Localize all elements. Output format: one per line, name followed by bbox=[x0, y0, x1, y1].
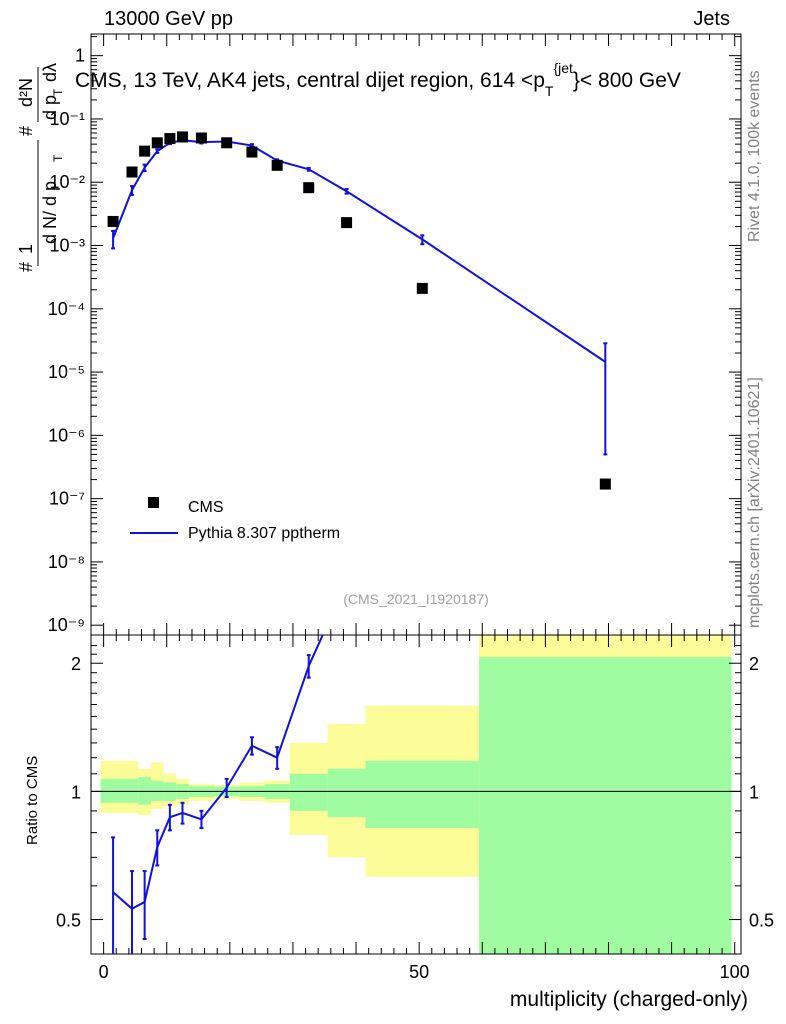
mcplots-credit-label: mcplots.cern.ch [arXiv:2401.10621] bbox=[746, 377, 763, 628]
pythia-ratio-line bbox=[112, 635, 324, 910]
main-ytick-label: 10⁻⁷ bbox=[49, 489, 85, 509]
green-band-12 bbox=[479, 656, 732, 954]
cms-data-point bbox=[246, 146, 258, 158]
legend-label-pythia: Pythia 8.307 pptherm bbox=[188, 525, 340, 542]
cms-data-point bbox=[341, 217, 353, 229]
cms-data-point bbox=[139, 145, 151, 157]
svg-text:1: 1 bbox=[16, 244, 36, 254]
cms-data-point bbox=[177, 131, 189, 143]
svg-text:d²N: d²N bbox=[16, 78, 36, 107]
ratio-plot-frame bbox=[90, 634, 742, 955]
svg-text:d N/ d p: d N/ d p bbox=[40, 181, 60, 244]
ratio-xtick-label: 50 bbox=[409, 962, 429, 982]
ratio-series-clipped bbox=[111, 635, 324, 954]
ratio-ytick-label-left: 2 bbox=[71, 654, 81, 674]
main-ytick-label: 10⁻⁴ bbox=[48, 299, 85, 319]
ratio-uncertainty-bands bbox=[91, 635, 741, 954]
x-axis-title: multiplicity (charged-only) bbox=[510, 988, 748, 1011]
ratio-ytick-label-left: 0.5 bbox=[56, 911, 81, 931]
mc-main-series bbox=[111, 138, 608, 456]
main-ytick-label: 10⁻³ bbox=[49, 236, 85, 256]
ratio-xtick-label: 0 bbox=[99, 962, 109, 982]
cms-data-point bbox=[151, 137, 163, 149]
green-band-0 bbox=[100, 778, 139, 803]
green-band-11 bbox=[365, 760, 480, 829]
svg-text:d p: d p bbox=[40, 95, 60, 120]
legend-label-cms: CMS bbox=[188, 499, 224, 516]
main-ytick-label: 10⁻⁹ bbox=[48, 615, 85, 635]
legend: CMS Pythia 8.307 pptherm bbox=[130, 497, 340, 542]
cms-data-point bbox=[303, 182, 315, 194]
main-ytick-label: 10⁻⁶ bbox=[48, 425, 85, 445]
green-band-2 bbox=[150, 780, 164, 801]
svg-text:dλ: dλ bbox=[40, 63, 60, 82]
header-category-label: Jets bbox=[693, 8, 730, 30]
cms-data-point bbox=[107, 215, 119, 227]
reference-label: (CMS_2021_I1920187) bbox=[343, 591, 489, 607]
green-band-9 bbox=[289, 773, 328, 811]
rivet-version-label: Rivet 4.1.0, 100k events bbox=[746, 70, 763, 242]
main-ytick-label: 10⁻² bbox=[49, 172, 85, 192]
ratio-xtick-label: 100 bbox=[720, 962, 750, 982]
legend-marker-cms bbox=[148, 497, 159, 508]
data-main-series bbox=[107, 131, 611, 490]
green-band-10 bbox=[327, 768, 366, 818]
ratio-ytick-label-right: 2 bbox=[749, 654, 759, 674]
main-ytick-label: 10⁻⁵ bbox=[48, 362, 85, 382]
cms-data-point bbox=[126, 166, 138, 178]
main-ytick-label: 1 bbox=[75, 46, 85, 66]
header-energy-label: 13000 GeV pp bbox=[104, 8, 233, 30]
ratio-ytick-label-right: 1 bbox=[749, 782, 759, 802]
svg-text:#: # bbox=[16, 126, 36, 136]
main-y-axis-title: # 1 d N/ d p T # d²N d p T dλ bbox=[16, 63, 65, 272]
ratio-axes: 0 50 100 0.5 0.5 1 1 2 2 bbox=[56, 635, 774, 982]
svg-text:T: T bbox=[51, 154, 65, 162]
ratio-series bbox=[111, 635, 324, 954]
main-ytick-label: 10⁻¹ bbox=[49, 109, 85, 129]
main-plot-frame bbox=[90, 33, 742, 636]
ratio-y-axis-title: Ratio to CMS bbox=[24, 756, 41, 845]
svg-text:#: # bbox=[16, 262, 36, 272]
svg-text:T: T bbox=[51, 88, 65, 96]
cms-data-point bbox=[416, 282, 428, 294]
cms-data-point bbox=[221, 137, 233, 149]
cms-data-point bbox=[164, 133, 176, 145]
cms-data-point bbox=[195, 132, 207, 144]
main-axes: 1 10⁻¹ 10⁻² 10⁻³ 10⁻⁴ 10⁻⁵ 10⁻⁶ 10⁻⁷ 10⁻⁸ 10⁻⁹ bbox=[48, 34, 741, 635]
ratio-ytick-label-right: 0.5 bbox=[749, 911, 774, 931]
pythia-main-line bbox=[112, 139, 606, 363]
ratio-ytick-label-left: 1 bbox=[71, 782, 81, 802]
cms-data-point bbox=[599, 478, 611, 490]
main-title: CMS, 13 TeV, AK4 jets, central dijet reg… bbox=[75, 60, 681, 99]
cms-data-point bbox=[271, 159, 283, 171]
main-ytick-label: 10⁻⁸ bbox=[48, 552, 85, 572]
